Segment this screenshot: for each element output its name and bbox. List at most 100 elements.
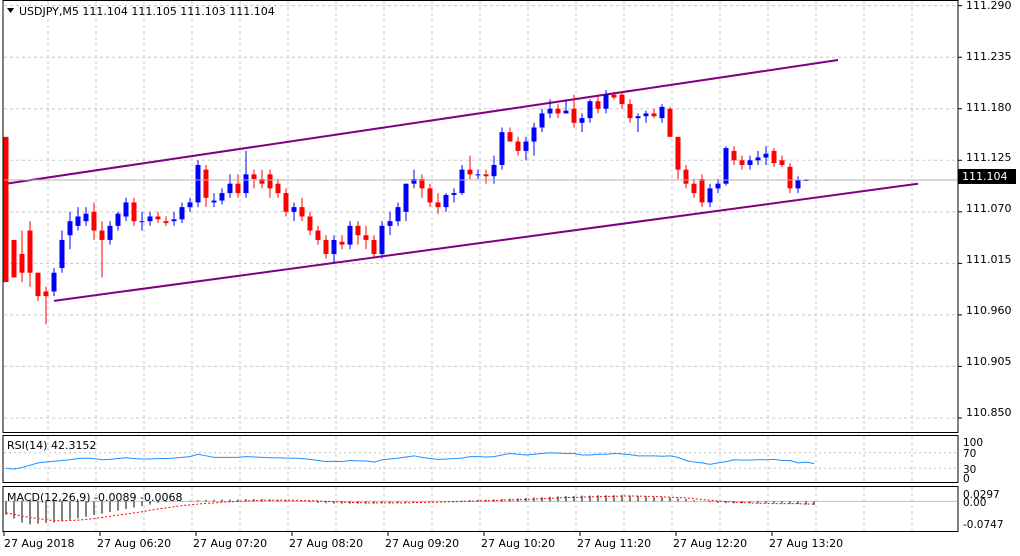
rsi-series [4,452,957,470]
candle-body [611,94,617,98]
candle-body [531,127,537,142]
candle-body [643,113,649,117]
candle-body [259,179,265,184]
candle-body [379,225,385,254]
candle-body [75,216,81,226]
candle-body [731,150,737,161]
candle-body [27,230,33,273]
candle-body [211,200,217,203]
time-tick-label: 27 Aug 2018 [4,537,74,550]
candle-body [795,179,801,189]
candle-body [499,132,505,165]
candle-body [675,136,681,170]
candle-body [67,221,73,236]
candle-body [699,179,705,203]
channel-line-upper [5,59,839,185]
candle-body [35,272,41,297]
time-tick-label: 27 Aug 10:20 [481,537,555,550]
candle-body [283,193,289,212]
candle-body [635,116,641,119]
candle-body [147,216,153,222]
candle-body [363,235,369,240]
candle-body [459,169,465,194]
candle-body [723,148,729,184]
candle-body [739,160,745,165]
candle-body [403,183,409,212]
rsi-tick-label: 0 [963,473,970,485]
candle-body [195,164,201,203]
macd-tick-label: 0.00 [963,497,986,509]
price-tick-label: 111.180 [966,101,1012,114]
candle-body [115,213,121,226]
candle-body [19,253,25,273]
candle-body [651,113,657,117]
candle-body [571,108,577,123]
candle-body [307,216,313,231]
current-price-tag [958,169,1016,184]
candle-body [395,207,401,222]
trend-channel [5,59,919,302]
price-tick-label: 110.850 [966,406,1012,419]
candle-body [219,193,225,201]
time-tick-label: 27 Aug 08:20 [289,537,363,550]
candle-body [11,239,17,278]
candle-body [387,221,393,226]
candle-body [683,169,689,184]
axis-ticks [3,5,962,536]
candle-body [251,174,257,180]
rsi-label: RSI(14) 42.3152 [7,439,96,452]
candle-body [435,202,441,208]
candle-body [747,160,753,165]
rsi-tick-label: 100 [963,437,983,449]
rsi-line [5,452,815,470]
time-tick-label: 27 Aug 06:20 [97,537,171,550]
candle-body [347,225,353,245]
candle-body [155,216,161,220]
candle-body [99,230,105,240]
macd-tick-label: 0.0297 [963,489,1000,501]
dropdown-triangle-icon[interactable] [7,8,14,13]
candle-body [483,174,489,177]
candle-body [707,188,713,203]
candle-body [787,166,793,189]
price-tick-label: 111.015 [966,253,1012,266]
candle-body [187,202,193,208]
price-tick-label: 111.290 [966,0,1012,12]
candle-body [667,108,673,137]
macd-series [4,495,957,525]
candle-body [715,183,721,189]
candle-body [107,225,113,240]
candle-body [243,174,249,194]
candle-body [371,239,377,254]
candle-body [331,239,337,254]
price-tick-label: 111.235 [966,50,1012,63]
candle-body [419,179,425,189]
candle-body [627,104,633,119]
candle-body [475,174,481,176]
macd-tick-label: -0.0747 [963,519,1004,531]
candle-body [411,179,417,184]
candle-body [355,225,361,236]
candle-body [291,207,297,212]
candle-body [339,241,345,245]
price-tick-label: 110.960 [966,304,1012,317]
candle-body [563,110,569,114]
candle-body [91,211,97,231]
time-tick-label: 27 Aug 11:20 [577,537,651,550]
candle-body [267,174,273,189]
macd-label: MACD(12,26,9) -0.0089 -0.0068 [7,491,182,504]
candle-body [491,164,497,177]
candle-body [163,221,169,224]
candle-body [275,183,281,194]
time-tick-label: 27 Aug 07:20 [193,537,267,550]
candle-body [139,221,145,223]
grid-lines [4,1,957,531]
candle-body [507,132,513,142]
candle-body [315,230,321,240]
candle-body [771,150,777,164]
candle-body [691,183,697,194]
candle-body [235,183,241,194]
candle-body [779,160,785,165]
candle-body [299,207,305,217]
